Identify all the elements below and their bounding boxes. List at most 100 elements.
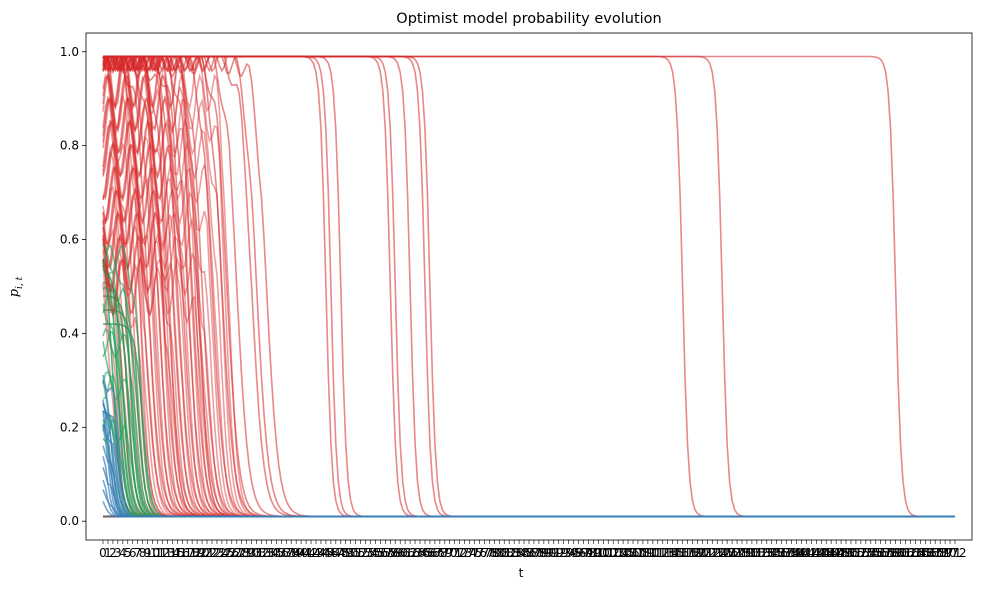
series-line-blue	[102, 381, 955, 518]
x-tick-label: 162	[894, 546, 917, 560]
y-axis-label: pi, t	[7, 276, 25, 297]
x-tick-label: 164	[904, 546, 927, 560]
x-tick-label: 64	[412, 546, 427, 560]
x-tick-label: 124	[706, 546, 729, 560]
x-tick-label: 70	[442, 546, 457, 560]
x-tick-label: 57	[378, 546, 393, 560]
x-tick-label: 49	[338, 546, 353, 560]
x-tick-label: 48	[333, 546, 348, 560]
x-tick-label: 89	[536, 546, 551, 560]
x-tick-label: 35	[269, 546, 284, 560]
x-tick-label: 120	[686, 546, 709, 560]
x-tick-label: 37	[279, 546, 294, 560]
x-tick-label: 131	[740, 546, 763, 560]
x-tick-label: 117	[671, 546, 694, 560]
plot-frame	[85, 32, 973, 541]
y-axis-label-group: pi, t	[7, 276, 25, 297]
x-tick-label: 18	[185, 546, 200, 560]
x-tick-label: 158	[874, 546, 897, 560]
x-tick-label: 156	[864, 546, 887, 560]
x-tick-label: 33	[259, 546, 274, 560]
x-tick-label: 148	[825, 546, 848, 560]
x-tick-label: 79	[487, 546, 502, 560]
x-tick-label: 74	[462, 546, 477, 560]
y-axis-label-main: p	[7, 288, 22, 297]
x-tick-label: 4	[119, 546, 127, 560]
x-tick-label: 47	[328, 546, 343, 560]
x-tick-label: 128	[726, 546, 749, 560]
x-tick-label: 141	[790, 546, 813, 560]
x-tick-label: 102	[597, 546, 620, 560]
x-tick-label: 115	[661, 546, 684, 560]
x-tick-label: 104	[607, 546, 630, 560]
x-tick-label: 160	[884, 546, 907, 560]
y-tick-label: 1.0	[60, 45, 79, 59]
x-tick-label: 72	[452, 546, 467, 560]
x-tick-label: 38	[284, 546, 299, 560]
x-tick-label: 2	[109, 546, 117, 560]
x-tick-label: 23	[209, 546, 224, 560]
x-tick-label: 97	[576, 546, 591, 560]
x-tick-label: 56	[373, 546, 388, 560]
y-tick-label: 0.2	[60, 420, 79, 434]
x-tick-label: 59	[388, 546, 403, 560]
x-tick-label: 96	[571, 546, 586, 560]
x-tick-label: 84	[511, 546, 526, 560]
x-tick-label: 139	[780, 546, 803, 560]
x-tick-label: 54	[363, 546, 378, 560]
x-tick-label: 95	[566, 546, 581, 560]
y-tick-label: 0.6	[60, 233, 79, 247]
x-tick-label: 21	[199, 546, 214, 560]
x-tick-label: 6	[129, 546, 137, 560]
x-tick-label: 106	[617, 546, 640, 560]
x-tick-label: 58	[383, 546, 398, 560]
x-tick-label: 22	[204, 546, 219, 560]
x-tick-label: 159	[879, 546, 902, 560]
x-tick-label: 122	[696, 546, 719, 560]
x-tick-label: 66	[422, 546, 437, 560]
x-tick-label: 16	[175, 546, 190, 560]
x-tick-label: 67	[427, 546, 442, 560]
x-tick-label: 30	[244, 546, 259, 560]
x-tick-label: 94	[561, 546, 576, 560]
x-tick-label: 7	[134, 546, 142, 560]
x-tick-label: 172	[944, 546, 967, 560]
x-tick-label: 116	[666, 546, 689, 560]
y-tick-label: 0.0	[60, 514, 79, 528]
x-tick-label: 85	[516, 546, 531, 560]
x-tick-label: 92	[551, 546, 566, 560]
x-tick-label: 143	[800, 546, 823, 560]
x-tick-label: 88	[531, 546, 546, 560]
x-tick-label: 51	[348, 546, 363, 560]
x-tick-label: 77	[477, 546, 492, 560]
x-tick-label: 108	[627, 546, 650, 560]
x-tick-label: 105	[612, 546, 635, 560]
x-tick-label: 12	[155, 546, 170, 560]
x-tick-label: 11	[150, 546, 165, 560]
x-tick-label: 146	[815, 546, 838, 560]
x-tick-label: 134	[755, 546, 778, 560]
x-tick-label: 40	[293, 546, 308, 560]
x-tick-label: 25	[219, 546, 234, 560]
x-tick-label: 69	[437, 546, 452, 560]
x-tick-label: 52	[353, 546, 368, 560]
x-tick-label: 99	[586, 546, 601, 560]
x-tick-label: 0	[99, 546, 107, 560]
x-tick-label: 83	[506, 546, 521, 560]
x-tick-label: 46	[323, 546, 338, 560]
x-tick-label: 166	[914, 546, 937, 560]
x-tick-label: 80	[492, 546, 507, 560]
x-tick-label: 15	[170, 546, 185, 560]
x-tick-label: 90	[541, 546, 556, 560]
x-tick-label: 112	[646, 546, 669, 560]
x-tick-label: 31	[249, 546, 264, 560]
x-tick-label: 113	[651, 546, 674, 560]
x-tick-label: 170	[934, 546, 957, 560]
x-tick-label: 82	[502, 546, 517, 560]
x-tick-label: 8	[139, 546, 147, 560]
x-tick-label: 28	[234, 546, 249, 560]
x-tick-label: 36	[274, 546, 289, 560]
x-tick-label: 65	[417, 546, 432, 560]
x-tick-label: 27	[229, 546, 244, 560]
